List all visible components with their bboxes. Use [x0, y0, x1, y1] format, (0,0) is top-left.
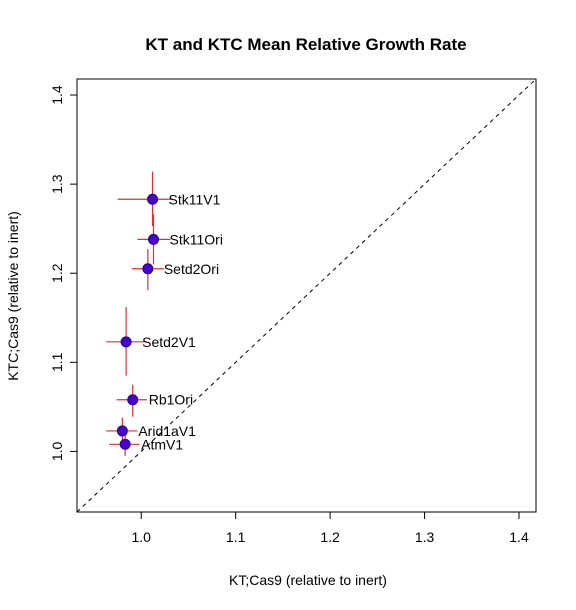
point-label: Arid1aV1 [138, 423, 196, 439]
reference-line-layer [76, 78, 537, 513]
data-point [127, 394, 139, 406]
x-tick-label: 1.2 [320, 529, 340, 545]
data-point [120, 336, 132, 348]
identity-reference-line [76, 78, 537, 513]
y-tick-label: 1.4 [49, 85, 65, 105]
axes-layer: 1.0 1.1 1.2 1.3 1.4 1.0 1.1 1.2 1.3 1.4 [49, 78, 537, 545]
x-tick-label: 1.1 [226, 529, 246, 545]
x-tick-label: 1.3 [415, 529, 435, 545]
point-label: Setd2Ori [164, 261, 219, 277]
data-point [147, 193, 159, 205]
y-tick-label: 1.2 [49, 263, 65, 283]
y-tick-label: 1.0 [49, 441, 65, 461]
point-label: Stk11V1 [169, 191, 221, 207]
data-point [116, 425, 128, 437]
x-axis-label: KT;Cas9 (relative to inert) [229, 572, 387, 588]
x-tick-label: 1.4 [509, 529, 529, 545]
point-layer [116, 193, 159, 450]
data-point [142, 263, 154, 275]
point-label: Stk11Ori [170, 231, 223, 247]
data-point [119, 438, 131, 450]
point-label: Rb1Ori [149, 392, 193, 408]
point-label: AtmV1 [141, 436, 183, 452]
y-tick-label: 1.1 [49, 352, 65, 372]
y-tick-label: 1.3 [49, 174, 65, 194]
data-point [148, 233, 159, 245]
point-label: Setd2V1 [142, 334, 196, 350]
x-tick-label: 1.0 [131, 529, 151, 545]
y-axis-label: KTC;Cas9 (relative to inert) [5, 211, 21, 381]
chart-title: KT and KTC Mean Relative Growth Rate [145, 35, 466, 54]
point-label-layer: Stk11V1 Stk11Ori Setd2Ori Setd2V1 Rb1Ori Arid… [138, 191, 223, 452]
errorbar-layer [106, 171, 173, 456]
